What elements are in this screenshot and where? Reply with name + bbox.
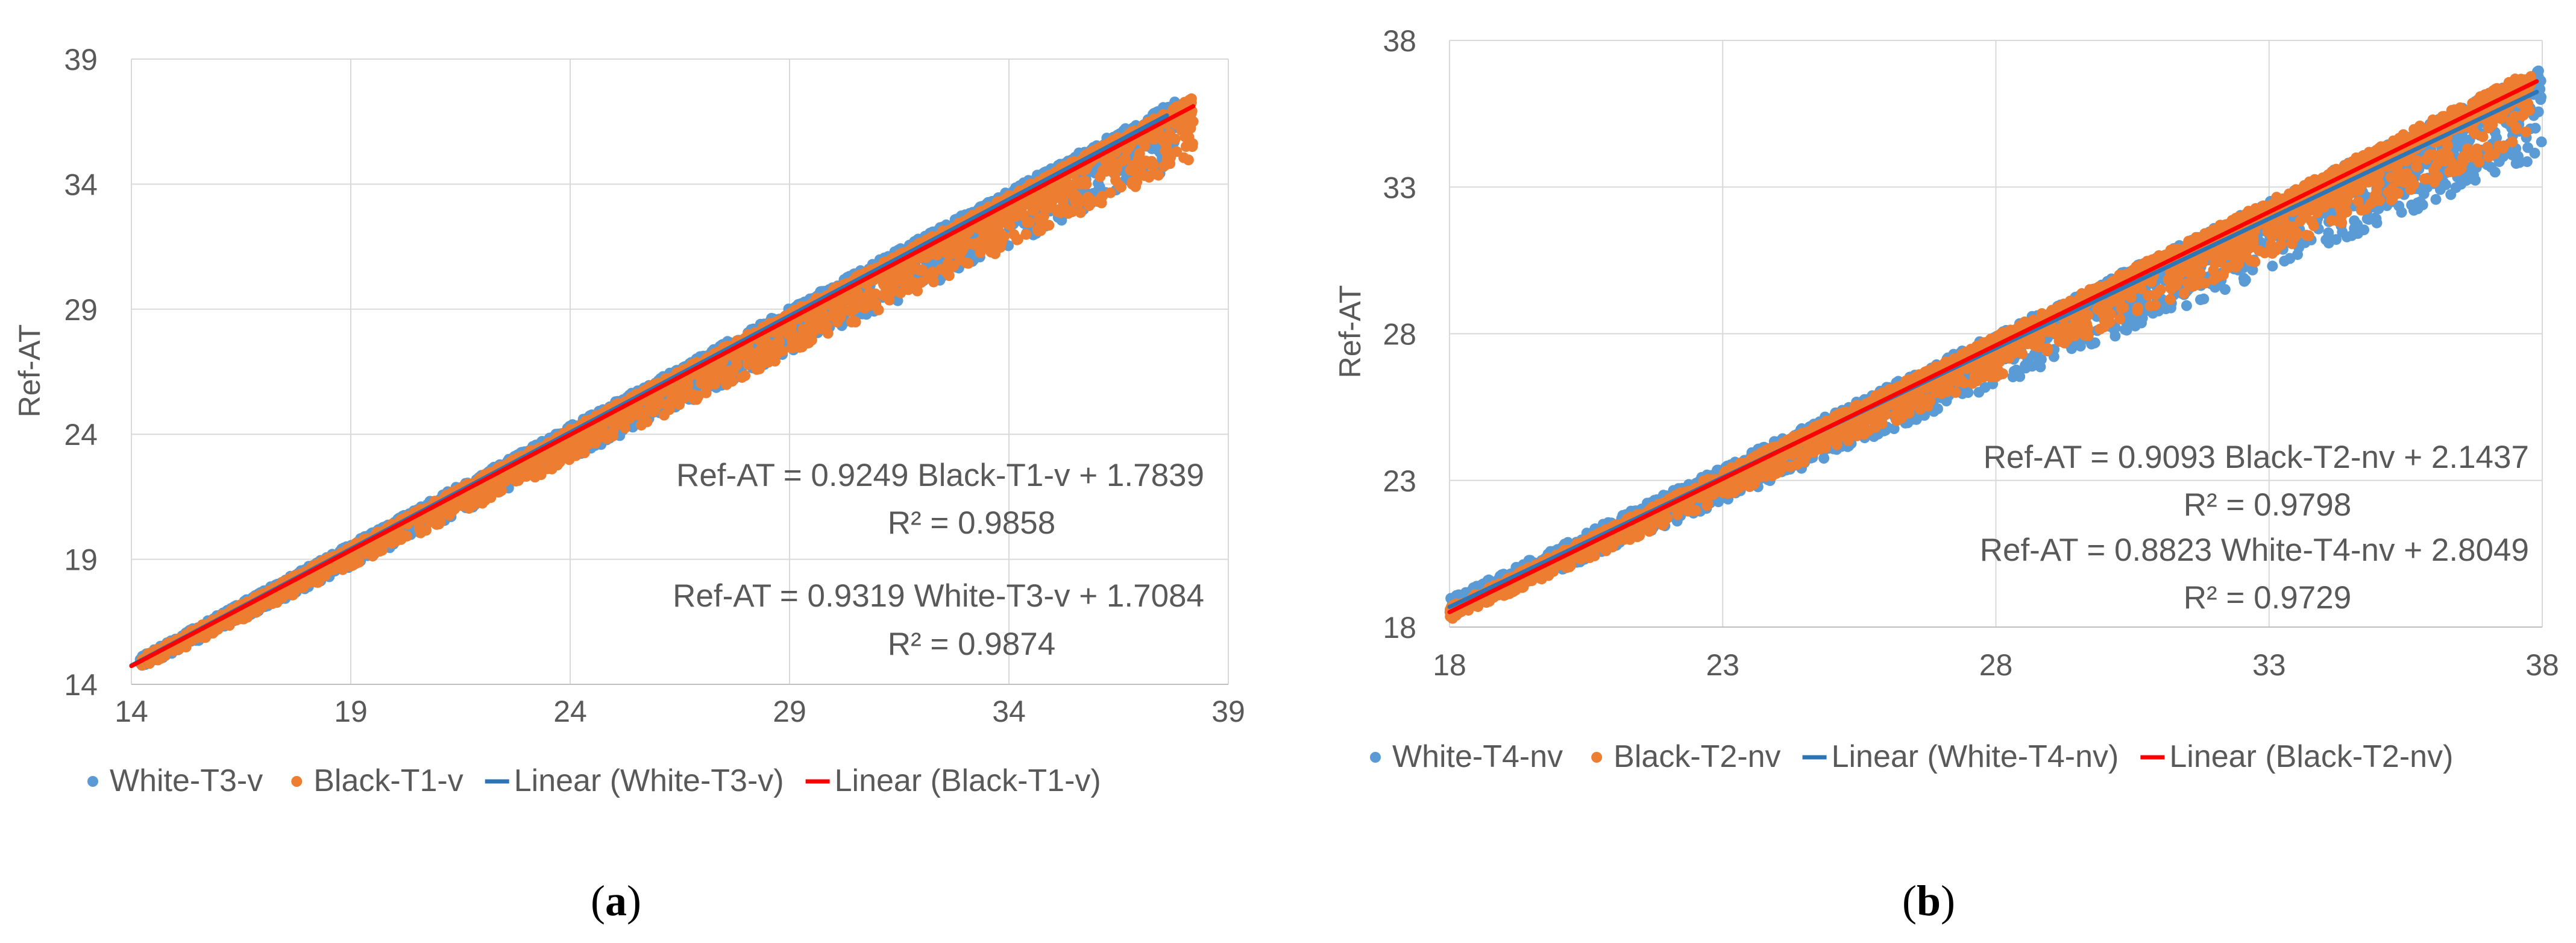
scatter-point: [731, 359, 743, 370]
scatter-point: [903, 284, 914, 295]
scatter-point: [802, 338, 813, 348]
scatter-point: [751, 358, 762, 370]
scatter-point: [1079, 175, 1090, 187]
y-axis-title: Ref-AT: [13, 324, 46, 418]
scatter-point: [811, 316, 823, 327]
scatter-point: [242, 611, 253, 623]
scatter-point: [1020, 229, 1032, 240]
scatter-point: [850, 317, 861, 327]
scatter-point: [1011, 234, 1023, 245]
scatter-point: [620, 422, 630, 434]
scatter-point: [922, 250, 934, 262]
scatter-point: [1106, 160, 1117, 172]
scatter-point: [1126, 177, 1138, 188]
scatter-point: [737, 371, 747, 383]
scatter-point: [639, 415, 651, 427]
scatter-point: [583, 438, 595, 450]
scatter-point: [1139, 170, 1151, 181]
scatter-point: [1165, 152, 1176, 163]
scatter-point: [896, 273, 908, 285]
scatter-point: [1180, 116, 1192, 127]
scatter-point: [1075, 207, 1086, 218]
scatter-point: [1035, 216, 1046, 227]
scatter-point: [490, 482, 501, 493]
scatter-point: [716, 366, 727, 377]
scatter-point: [670, 396, 682, 407]
scatter-point: [1134, 148, 1145, 159]
scatter-point: [1187, 138, 1198, 150]
scatter-point: [1070, 190, 1081, 201]
scatter-point: [1064, 206, 1076, 217]
scatter-point: [835, 311, 846, 323]
scatter-point: [963, 257, 974, 269]
scatter-point: [917, 264, 928, 276]
scatter-point: [1097, 191, 1108, 202]
scatter-point: [608, 427, 619, 438]
scatter-point: [851, 301, 862, 313]
scatter-point: [1153, 169, 1164, 181]
scatter-point: [752, 348, 764, 360]
scatter-point: [1051, 206, 1063, 217]
scatter-point: [887, 282, 898, 293]
scatter-point: [348, 558, 359, 569]
scatter-point: [1032, 226, 1044, 236]
scatter-point: [513, 475, 524, 486]
